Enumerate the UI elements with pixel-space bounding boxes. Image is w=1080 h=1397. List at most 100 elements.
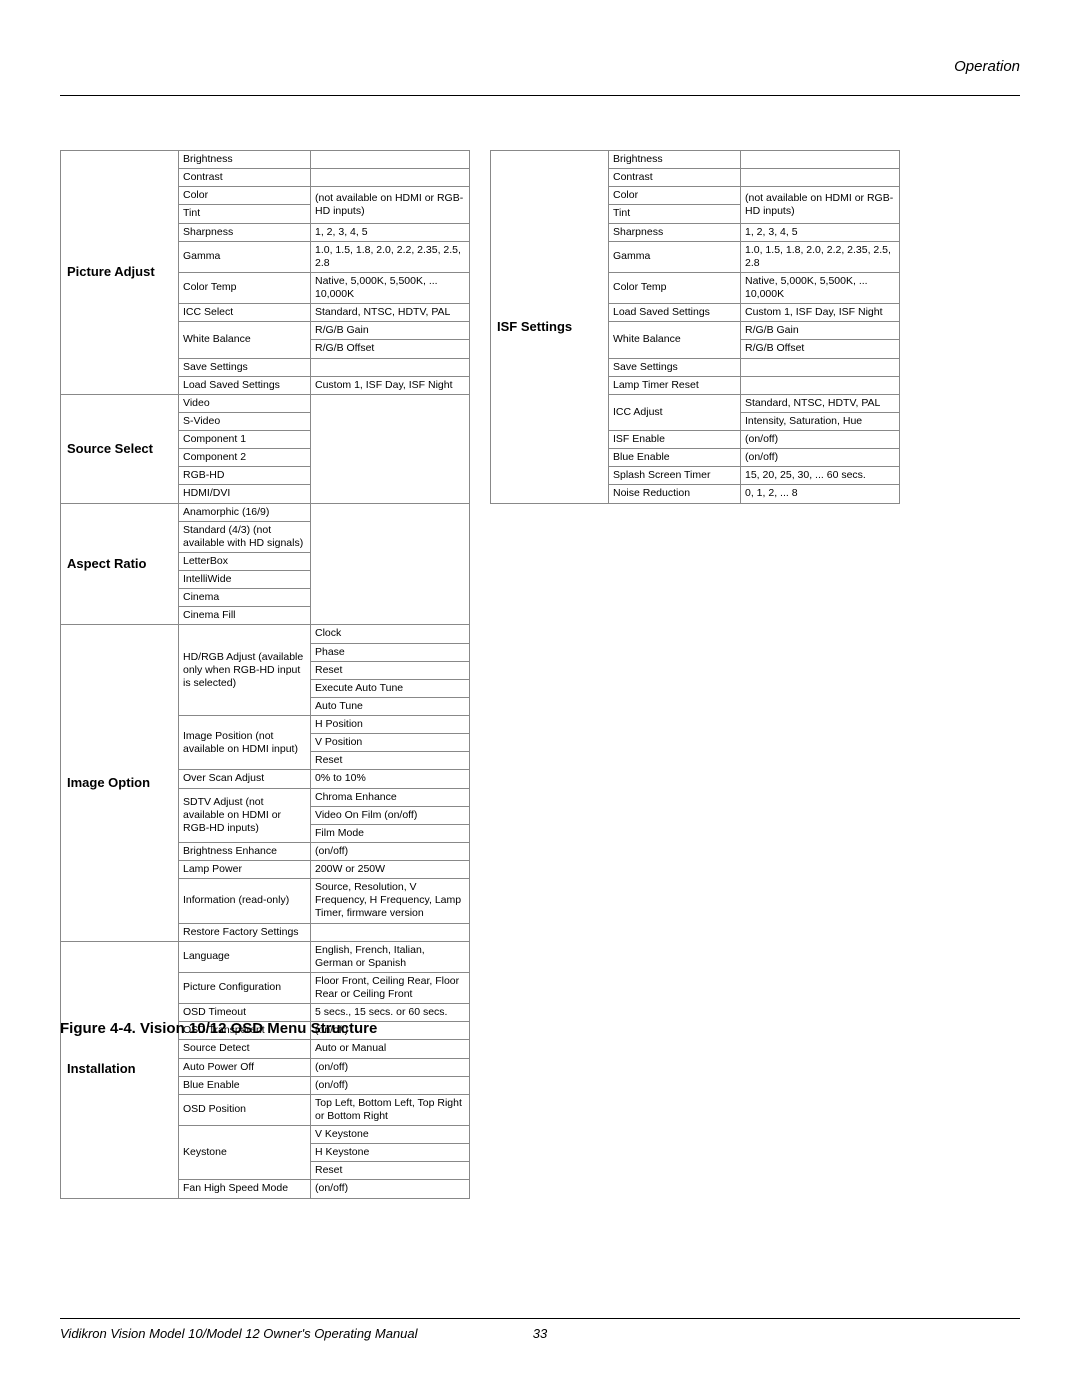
table-row: Aspect RatioAnamorphic (16/9) <box>61 503 470 521</box>
setting-name-cell: Contrast <box>609 169 741 187</box>
setting-value-cell <box>741 169 900 187</box>
menu-tables: Picture AdjustBrightnessContrastColor(no… <box>60 150 1020 1199</box>
setting-value-cell: V Position <box>311 734 470 752</box>
setting-value-cell: Native, 5,000K, 5,500K, ... 10,000K <box>311 272 470 303</box>
setting-value-cell: 1, 2, 3, 4, 5 <box>741 223 900 241</box>
setting-value-cell: Standard, NTSC, HDTV, PAL <box>311 304 470 322</box>
setting-value-cell: Custom 1, ISF Day, ISF Night <box>741 304 900 322</box>
setting-name-cell: Standard (4/3) (not available with HD si… <box>179 521 311 552</box>
setting-value-cell: Top Left, Bottom Left, Top Right or Bott… <box>311 1094 470 1125</box>
setting-value-cell: Phase <box>311 643 470 661</box>
setting-value-cell: R/G/B Offset <box>311 340 470 358</box>
setting-name-cell: Blue Enable <box>179 1076 311 1094</box>
setting-name-cell: Brightness <box>179 151 311 169</box>
setting-name-cell: Keystone <box>179 1126 311 1180</box>
setting-name-cell: Color <box>609 187 741 205</box>
setting-value-cell: Reset <box>311 661 470 679</box>
category-cell: Source Select <box>61 394 179 503</box>
setting-name-cell: White Balance <box>179 322 311 358</box>
setting-value-cell: Chroma Enhance <box>311 788 470 806</box>
setting-name-cell: Information (read-only) <box>179 879 311 923</box>
setting-name-cell: Tint <box>179 205 311 223</box>
setting-value-cell <box>311 358 470 376</box>
setting-name-cell: ISF Enable <box>609 431 741 449</box>
setting-name-cell: Picture Configuration <box>179 972 311 1003</box>
category-cell: Aspect Ratio <box>61 503 179 625</box>
setting-name-cell: Contrast <box>179 169 311 187</box>
setting-name-cell: Splash Screen Timer <box>609 467 741 485</box>
setting-value-cell: (not available on HDMI or RGB-HD inputs) <box>311 187 470 223</box>
setting-value-cell: Video On Film (on/off) <box>311 806 470 824</box>
setting-value-cell: H Keystone <box>311 1144 470 1162</box>
setting-name-cell: Sharpness <box>179 223 311 241</box>
setting-name-cell: Brightness <box>609 151 741 169</box>
setting-value-cell <box>311 151 470 169</box>
footer-rule <box>60 1318 1020 1319</box>
setting-name-cell: Lamp Timer Reset <box>609 376 741 394</box>
setting-name-cell: Gamma <box>609 241 741 272</box>
setting-value-cell: R/G/B Gain <box>741 322 900 340</box>
setting-value-cell: (on/off) <box>311 1076 470 1094</box>
setting-name-cell: Fan High Speed Mode <box>179 1180 311 1198</box>
setting-name-cell: Image Position (not available on HDMI in… <box>179 716 311 770</box>
right-column: ISF SettingsBrightnessContrastColor(not … <box>490 150 900 504</box>
setting-value-cell: 1.0, 1.5, 1.8, 2.0, 2.2, 2.35, 2.5, 2.8 <box>311 241 470 272</box>
setting-value-cell: (on/off) <box>311 842 470 860</box>
setting-name-cell: Noise Reduction <box>609 485 741 503</box>
setting-value-cell: Auto Tune <box>311 697 470 715</box>
setting-value-cell: 1.0, 1.5, 1.8, 2.0, 2.2, 2.35, 2.5, 2.8 <box>741 241 900 272</box>
category-cell: Installation <box>61 941 179 1198</box>
setting-name-cell: Cinema Fill <box>179 607 311 625</box>
setting-value-cell: (on/off) <box>311 1058 470 1076</box>
setting-name-cell: Language <box>179 941 311 972</box>
setting-name-cell: IntelliWide <box>179 571 311 589</box>
left-column: Picture AdjustBrightnessContrastColor(no… <box>60 150 470 1199</box>
setting-value-cell: R/G/B Offset <box>741 340 900 358</box>
table-row: InstallationLanguageEnglish, French, Ita… <box>61 941 470 972</box>
setting-name-cell: ICC Adjust <box>609 394 741 430</box>
footer-manual-title: Vidikron Vision Model 10/Model 12 Owner'… <box>60 1326 418 1341</box>
left-menu-table: Picture AdjustBrightnessContrastColor(no… <box>60 150 470 1199</box>
table-row: Source SelectVideo <box>61 394 470 412</box>
table-row: Image OptionHD/RGB Adjust (available onl… <box>61 625 470 643</box>
setting-name-cell: Color Temp <box>609 272 741 303</box>
setting-value-cell: R/G/B Gain <box>311 322 470 340</box>
setting-name-cell: Component 2 <box>179 449 311 467</box>
setting-name-cell: ICC Select <box>179 304 311 322</box>
table-row: Picture AdjustBrightness <box>61 151 470 169</box>
setting-name-cell: Restore Factory Settings <box>179 923 311 941</box>
setting-value-cell: Floor Front, Ceiling Rear, Floor Rear or… <box>311 972 470 1003</box>
setting-name-cell: HDMI/DVI <box>179 485 311 503</box>
setting-value-cell: (on/off) <box>311 1180 470 1198</box>
setting-name-cell: OSD Position <box>179 1094 311 1125</box>
setting-name-cell: Blue Enable <box>609 449 741 467</box>
setting-name-cell: Load Saved Settings <box>609 304 741 322</box>
setting-value-cell: (not available on HDMI or RGB-HD inputs) <box>741 187 900 223</box>
setting-name-cell: Gamma <box>179 241 311 272</box>
setting-value-cell: Film Mode <box>311 824 470 842</box>
setting-value-cell: Source, Resolution, V Frequency, H Frequ… <box>311 879 470 923</box>
setting-name-cell: Tint <box>609 205 741 223</box>
setting-value-cell: Native, 5,000K, 5,500K, ... 10,000K <box>741 272 900 303</box>
setting-value-cell: 15, 20, 25, 30, ... 60 secs. <box>741 467 900 485</box>
setting-value-cell: Execute Auto Tune <box>311 679 470 697</box>
setting-value-cell: 200W or 250W <box>311 861 470 879</box>
setting-name-cell: Save Settings <box>179 358 311 376</box>
setting-value-cell <box>311 503 470 625</box>
setting-value-cell <box>311 923 470 941</box>
setting-name-cell: Load Saved Settings <box>179 376 311 394</box>
setting-name-cell: Cinema <box>179 589 311 607</box>
setting-name-cell: RGB-HD <box>179 467 311 485</box>
right-menu-table: ISF SettingsBrightnessContrastColor(not … <box>490 150 900 504</box>
setting-value-cell: H Position <box>311 716 470 734</box>
setting-name-cell: Color <box>179 187 311 205</box>
setting-name-cell: Sharpness <box>609 223 741 241</box>
setting-name-cell: White Balance <box>609 322 741 358</box>
setting-name-cell: Component 1 <box>179 431 311 449</box>
setting-value-cell: English, French, Italian, German or Span… <box>311 941 470 972</box>
setting-name-cell: Source Detect <box>179 1040 311 1058</box>
setting-value-cell <box>311 169 470 187</box>
header-rule <box>60 95 1020 96</box>
category-cell: ISF Settings <box>491 151 609 504</box>
footer-page-number: 33 <box>533 1326 547 1341</box>
